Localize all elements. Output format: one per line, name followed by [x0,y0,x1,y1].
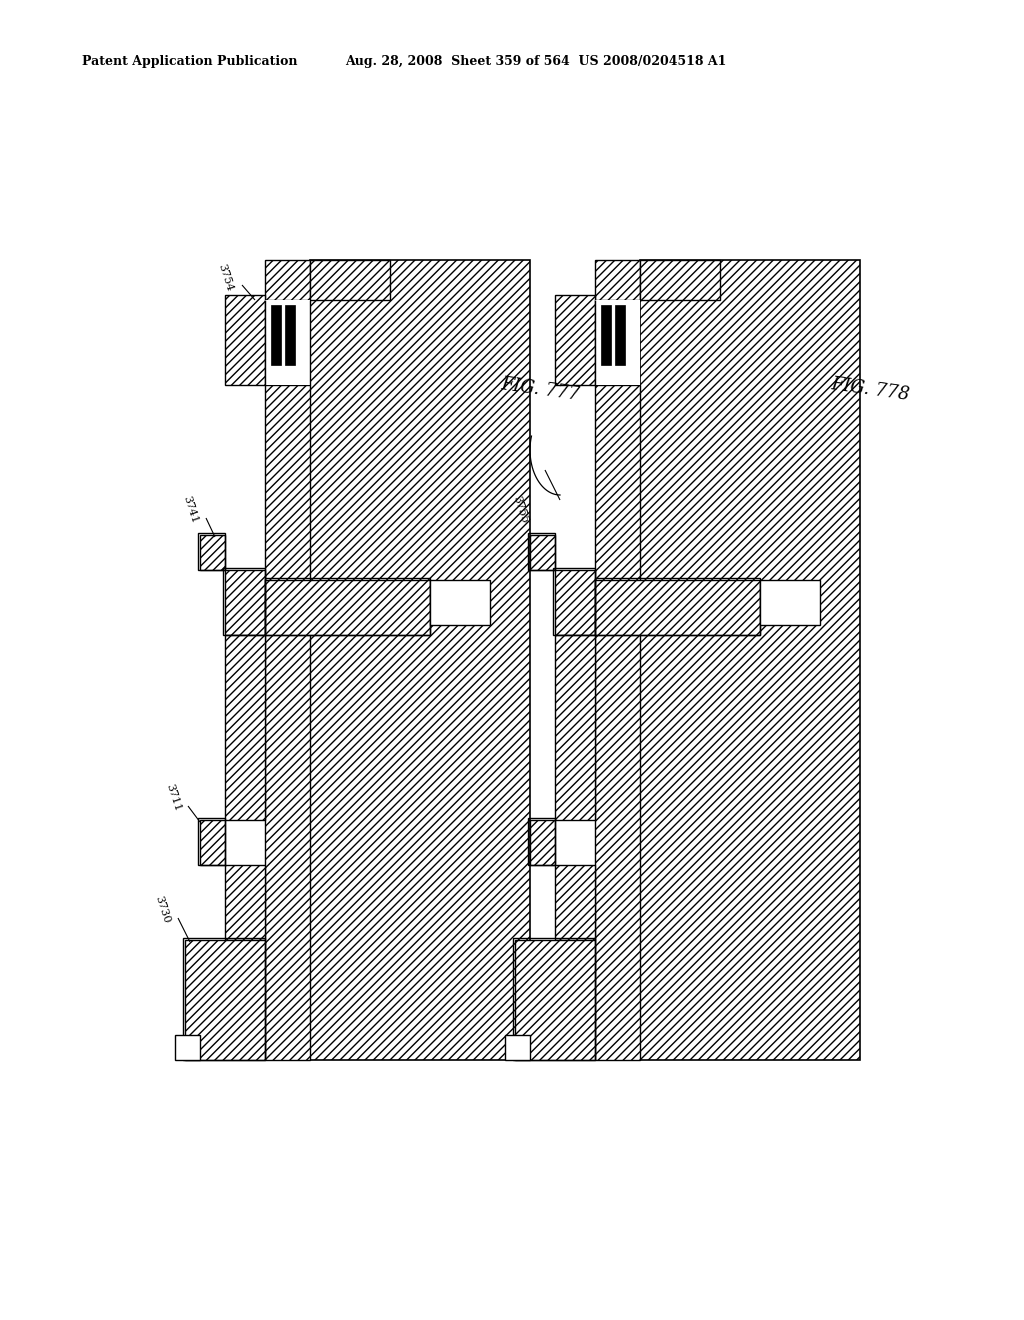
Bar [760,579,820,624]
Bar [601,305,611,366]
Bar [505,1035,530,1060]
Text: Patent Application Publication: Patent Application Publication [82,55,298,69]
Bar [640,260,720,300]
Text: 3711: 3711 [165,783,183,813]
Bar [200,820,225,865]
Bar [528,818,555,865]
Bar [595,260,640,300]
Bar [555,635,595,820]
Bar [225,294,265,385]
Bar [555,865,595,940]
Bar [225,570,265,635]
Bar [185,940,265,1060]
Bar [271,305,281,366]
Text: FIG. 778: FIG. 778 [830,376,911,404]
Bar [310,260,390,300]
Bar [285,305,295,366]
Bar [198,533,225,570]
Bar [265,300,310,385]
Bar [615,305,625,366]
Bar [265,385,310,1060]
Bar [177,1038,198,1059]
Bar [595,578,760,635]
Bar [198,818,225,865]
Bar [225,865,265,940]
Bar [310,260,530,1060]
Bar [265,578,430,635]
Bar [555,294,595,385]
Bar [595,385,640,1060]
Bar [515,940,595,1060]
Bar [200,535,225,570]
Bar [640,260,860,1060]
Bar [265,260,310,300]
Bar [223,568,265,635]
Text: FIG. 777: FIG. 777 [500,376,581,404]
Bar [528,533,555,570]
Text: 3754: 3754 [217,263,234,293]
Bar [225,635,265,820]
Bar [183,939,265,1060]
Bar [513,939,595,1060]
Bar [555,570,595,635]
Bar [507,1038,528,1059]
Bar [530,820,555,865]
Bar [430,579,490,624]
Text: 3755: 3755 [512,495,530,525]
Bar [595,579,760,635]
Bar [530,535,555,570]
Bar [553,568,595,635]
Bar [265,579,430,635]
Bar [175,1035,200,1060]
Bar [595,300,640,385]
Text: Aug. 28, 2008  Sheet 359 of 564  US 2008/0204518 A1: Aug. 28, 2008 Sheet 359 of 564 US 2008/0… [345,55,726,69]
Text: 3741: 3741 [181,495,200,525]
Text: 3730: 3730 [154,895,172,925]
